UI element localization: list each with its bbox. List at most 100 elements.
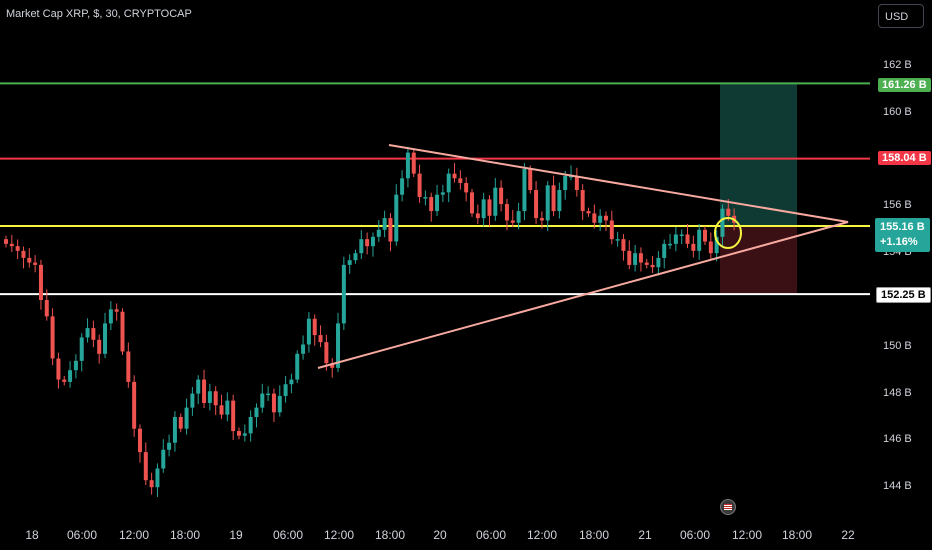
candle xyxy=(703,226,707,246)
candle xyxy=(697,223,702,260)
candle xyxy=(638,247,643,272)
x-axis-tick: 06:00 xyxy=(272,528,304,542)
candle xyxy=(656,251,661,276)
price-change-value: +1.16% xyxy=(880,236,918,248)
candle xyxy=(161,439,166,473)
candle xyxy=(452,163,457,183)
candle xyxy=(56,352,61,389)
x-axis-tick: 06:00 xyxy=(66,528,98,542)
candle xyxy=(487,195,492,227)
candle xyxy=(720,204,725,248)
candle xyxy=(353,249,358,264)
candle xyxy=(196,375,201,405)
candle xyxy=(271,388,276,423)
candle xyxy=(586,207,591,217)
x-axis-tick: 18 xyxy=(25,528,39,542)
candle xyxy=(668,234,673,249)
candle xyxy=(149,472,154,495)
candle xyxy=(365,232,370,255)
candle xyxy=(312,314,317,346)
x-axis-tick: 20 xyxy=(433,528,447,542)
x-axis-tick: 12:00 xyxy=(731,528,763,542)
candle xyxy=(417,164,422,203)
candle xyxy=(609,210,614,245)
candle xyxy=(330,358,335,378)
candle xyxy=(242,424,247,442)
candle xyxy=(155,463,160,497)
candle xyxy=(423,190,428,206)
candle xyxy=(504,198,509,231)
candle xyxy=(464,177,469,202)
candle xyxy=(306,312,311,353)
candle xyxy=(295,350,300,384)
candle xyxy=(91,320,96,348)
candle xyxy=(598,209,603,231)
candle xyxy=(627,240,632,270)
candle xyxy=(114,303,119,321)
candle xyxy=(580,184,585,221)
profit-zone xyxy=(720,83,797,227)
candle xyxy=(563,170,568,200)
candle xyxy=(132,375,137,437)
x-axis-tick: 18:00 xyxy=(374,528,406,542)
candle xyxy=(213,386,218,416)
y-axis-tick: 156 B xyxy=(883,199,912,212)
candle xyxy=(458,170,463,190)
us-flag-icon[interactable] xyxy=(720,499,736,515)
candle xyxy=(603,211,608,231)
resistance-price-badge: 158.04 B xyxy=(878,151,931,165)
candle xyxy=(522,163,527,221)
chart-title: Market Cap XRP, $, 30, CRYPTOCAP xyxy=(6,8,192,20)
y-axis-tick: 144 B xyxy=(883,480,912,493)
candle xyxy=(248,410,253,442)
candle xyxy=(347,254,352,274)
candle xyxy=(97,334,102,364)
candle xyxy=(4,235,8,248)
candle xyxy=(440,184,445,203)
candle xyxy=(143,442,148,486)
candle xyxy=(15,239,20,260)
candle xyxy=(167,434,172,457)
candle xyxy=(557,182,562,219)
candle xyxy=(137,424,142,463)
candle xyxy=(50,308,55,366)
y-axis-tick: 160 B xyxy=(883,105,912,118)
x-axis-tick: 18:00 xyxy=(578,528,610,542)
candle xyxy=(708,232,713,260)
candle xyxy=(108,301,113,331)
candle xyxy=(172,411,177,452)
candle xyxy=(68,361,73,388)
target-price-badge: 161.26 B xyxy=(878,78,931,92)
candle xyxy=(283,376,288,403)
x-axis-tick: 12:00 xyxy=(118,528,150,542)
candle xyxy=(225,392,230,422)
candle xyxy=(318,325,323,348)
candle xyxy=(44,289,49,321)
highlight-circle xyxy=(714,217,742,249)
x-axis-tick: 21 xyxy=(638,528,652,542)
candle xyxy=(528,165,533,194)
candle xyxy=(470,188,474,217)
candle xyxy=(574,167,579,197)
candle xyxy=(79,333,84,372)
y-axis-tick: 148 B xyxy=(883,386,912,399)
y-axis-tick: 162 B xyxy=(883,59,912,71)
x-axis-tick: 12:00 xyxy=(323,528,355,542)
candle xyxy=(370,232,375,257)
candle xyxy=(685,223,690,249)
x-axis-tick: 19 xyxy=(229,528,243,542)
x-axis-tick: 18:00 xyxy=(781,528,813,542)
loss-zone xyxy=(720,226,797,295)
candle xyxy=(202,369,207,409)
candle xyxy=(38,259,43,310)
currency-button[interactable]: USD xyxy=(878,4,924,28)
candle xyxy=(33,255,38,273)
x-axis-tick: 06:00 xyxy=(475,528,507,542)
candle xyxy=(376,220,381,242)
candle xyxy=(231,394,236,441)
candle xyxy=(650,255,655,274)
x-axis-tick: 18:00 xyxy=(169,528,201,542)
candle xyxy=(388,213,393,252)
candle xyxy=(633,245,638,272)
